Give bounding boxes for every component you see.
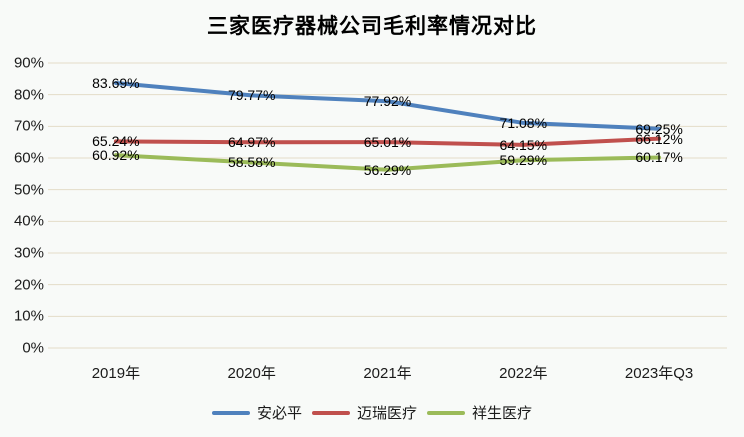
data-label: 83.69%: [92, 74, 140, 91]
data-label: 66.12%: [635, 130, 683, 147]
data-label: 77.92%: [363, 93, 412, 110]
y-tick-label: 40%: [13, 212, 44, 230]
data-label: 71.08%: [499, 114, 548, 131]
data-label: 58.58%: [227, 154, 276, 171]
y-tick-label: 50%: [13, 181, 44, 199]
y-tick-label: 10%: [13, 307, 44, 325]
series-line-迈瑞医疗: [113, 136, 662, 147]
legend-line-swatch: [211, 410, 250, 415]
series-line-祥生医疗: [113, 153, 662, 172]
legend-item: 安必平: [211, 402, 302, 423]
legend-label: 祥生医疗: [472, 405, 533, 422]
x-tick-label: 2020年: [227, 365, 276, 382]
legend-item: 祥生医疗: [427, 402, 532, 423]
data-label: 60.92%: [92, 147, 140, 164]
data-label: 69.25%: [635, 120, 683, 137]
y-tick-label: 90%: [13, 54, 44, 72]
y-tick-label: 30%: [13, 244, 44, 262]
y-tick-label: 80%: [13, 86, 44, 104]
data-label: 79.77%: [227, 87, 276, 104]
data-label: 60.17%: [635, 149, 683, 166]
data-label: 56.29%: [363, 161, 412, 178]
data-label: 64.15%: [499, 136, 548, 153]
y-tick-label: 70%: [13, 117, 44, 135]
data-label: 65.01%: [363, 134, 412, 151]
data-label: 64.97%: [227, 134, 276, 151]
x-tick-label: 2019年: [91, 365, 141, 382]
x-tick-label: 2023年Q3: [624, 365, 694, 382]
data-label: 65.24%: [92, 133, 140, 150]
x-tick-label: 2022年: [499, 365, 548, 382]
y-tick-label: 20%: [13, 276, 44, 294]
legend: 安必平 迈瑞医疗 祥生医疗: [0, 402, 744, 423]
series-line-安必平: [113, 80, 662, 131]
y-tick-label: 0%: [22, 339, 44, 357]
legend-line-swatch: [427, 410, 465, 415]
data-label: 59.29%: [499, 152, 548, 169]
x-tick-label: 2021年: [363, 365, 412, 382]
y-tick-label: 60%: [13, 149, 44, 167]
legend-line-swatch: [311, 410, 350, 415]
legend-label: 安必平: [256, 405, 302, 422]
legend-item: 迈瑞医疗: [311, 402, 417, 423]
legend-label: 迈瑞医疗: [356, 405, 417, 422]
chart-title: 三家医疗器械公司毛利率情况对比: [207, 14, 537, 38]
